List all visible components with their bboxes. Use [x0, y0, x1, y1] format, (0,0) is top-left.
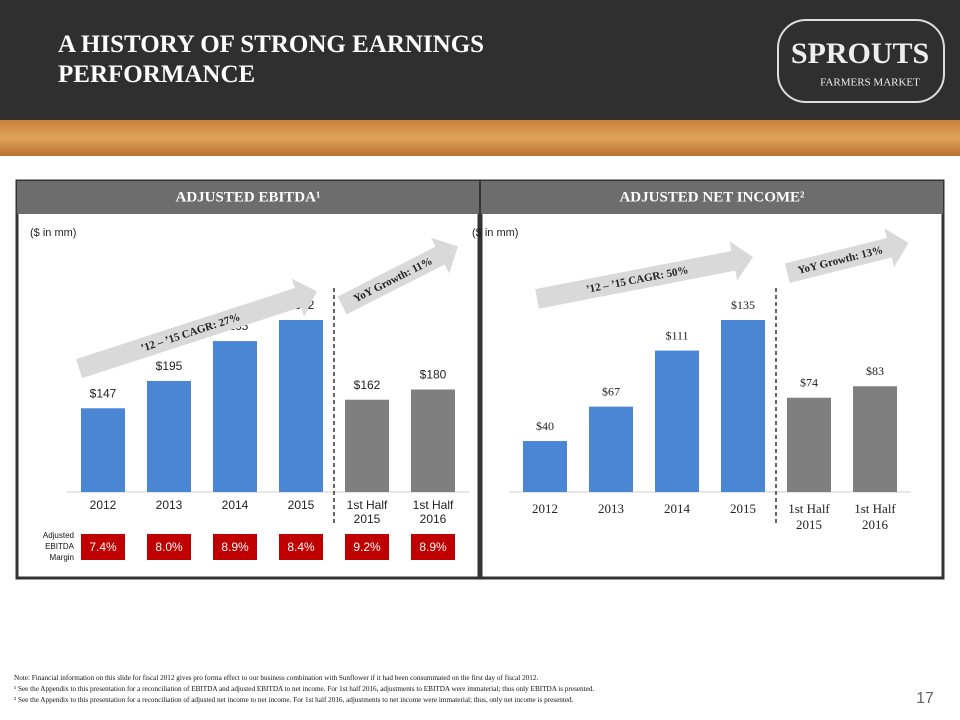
value-label: $83: [866, 364, 884, 378]
arrow-shape: [337, 237, 458, 315]
bar: [589, 406, 633, 492]
footnote: ² See the Appendix to this presentation …: [14, 696, 574, 704]
margin-label: 8.9%: [419, 540, 447, 554]
margin-box: [147, 534, 191, 560]
panel-left-title-bar: [17, 181, 479, 214]
category-label: 2012: [532, 501, 558, 516]
margin-label: 8.9%: [221, 540, 249, 554]
logo-frame: [777, 19, 945, 103]
arrow-shape: [784, 228, 909, 283]
footnote: ¹ See the Appendix to this presentation …: [14, 685, 595, 693]
bar: [655, 350, 699, 492]
value-label: $74: [800, 375, 818, 389]
arrow-label: YoY Growth: 11%: [352, 255, 435, 305]
bar: [523, 441, 567, 492]
wood-strip: [0, 120, 960, 156]
panel-right-title-bar: [481, 181, 943, 214]
slide-title-1: A HISTORY OF STRONG EARNINGS PERFORMANCE: [58, 31, 484, 88]
margin-box: [81, 534, 125, 560]
value-label: $111: [665, 328, 688, 342]
footnote: Note: Financial information on this slid…: [14, 674, 539, 682]
bar: [853, 386, 897, 492]
growth-arrow: ’12 – ’15 CAGR: 50%: [535, 241, 753, 309]
logo-sub: FARMERS MARKET: [820, 77, 920, 89]
panel-title: ADJUSTED NET INCOME²: [619, 189, 805, 205]
arrow-shape: [535, 241, 753, 309]
bar: [345, 399, 389, 492]
margin-box: [279, 534, 323, 560]
value-label: $67: [602, 384, 620, 398]
value-label: $135: [731, 298, 755, 312]
category-label: 2014: [664, 501, 690, 516]
growth-arrow: YoY Growth: 11%: [337, 237, 458, 315]
category-label: 2015: [730, 501, 756, 516]
bar: [787, 397, 831, 492]
value-label: $40: [536, 419, 554, 433]
bar: [81, 408, 125, 492]
category-label: 2013: [155, 498, 183, 512]
margin-box: [213, 534, 257, 560]
value-label: $180: [420, 368, 447, 382]
margin-label: 8.0%: [155, 540, 183, 554]
category-label: 1st Half 2016: [412, 498, 454, 526]
margin-box: [345, 534, 389, 560]
value-label: $147: [90, 386, 117, 400]
category-label: 2012: [89, 498, 117, 512]
margin-label: Adjusted EBITDA Margin: [42, 531, 74, 562]
category-label: 1st Half 2015: [346, 498, 388, 526]
bar: [213, 341, 257, 492]
value-label: $162: [354, 378, 381, 392]
arrow-shape: [76, 278, 317, 379]
bar: [147, 380, 191, 492]
category-label: 2014: [221, 498, 249, 512]
margin-label: 9.2%: [353, 540, 381, 554]
logo: SPROUTS: [791, 37, 929, 70]
margin-label: 8.4%: [287, 540, 315, 554]
panel-title: ADJUSTED EBITDA¹: [176, 189, 321, 205]
value-label: $195: [156, 359, 183, 373]
category-label: 1st Half 2016: [854, 501, 896, 532]
category-label: 2015: [287, 498, 315, 512]
category-label: 1st Half 2015: [788, 501, 830, 532]
unit-label: ($ in mm): [30, 227, 76, 239]
bar: [279, 320, 323, 492]
margin-label: 7.4%: [89, 540, 117, 554]
bar: [721, 320, 765, 492]
page-number: 17: [916, 690, 934, 707]
bar: [411, 389, 455, 492]
growth-arrow: YoY Growth: 13%: [784, 228, 909, 283]
margin-box: [411, 534, 455, 560]
category-label: 2013: [598, 501, 624, 516]
unit-label: ($ in mm): [472, 227, 518, 239]
